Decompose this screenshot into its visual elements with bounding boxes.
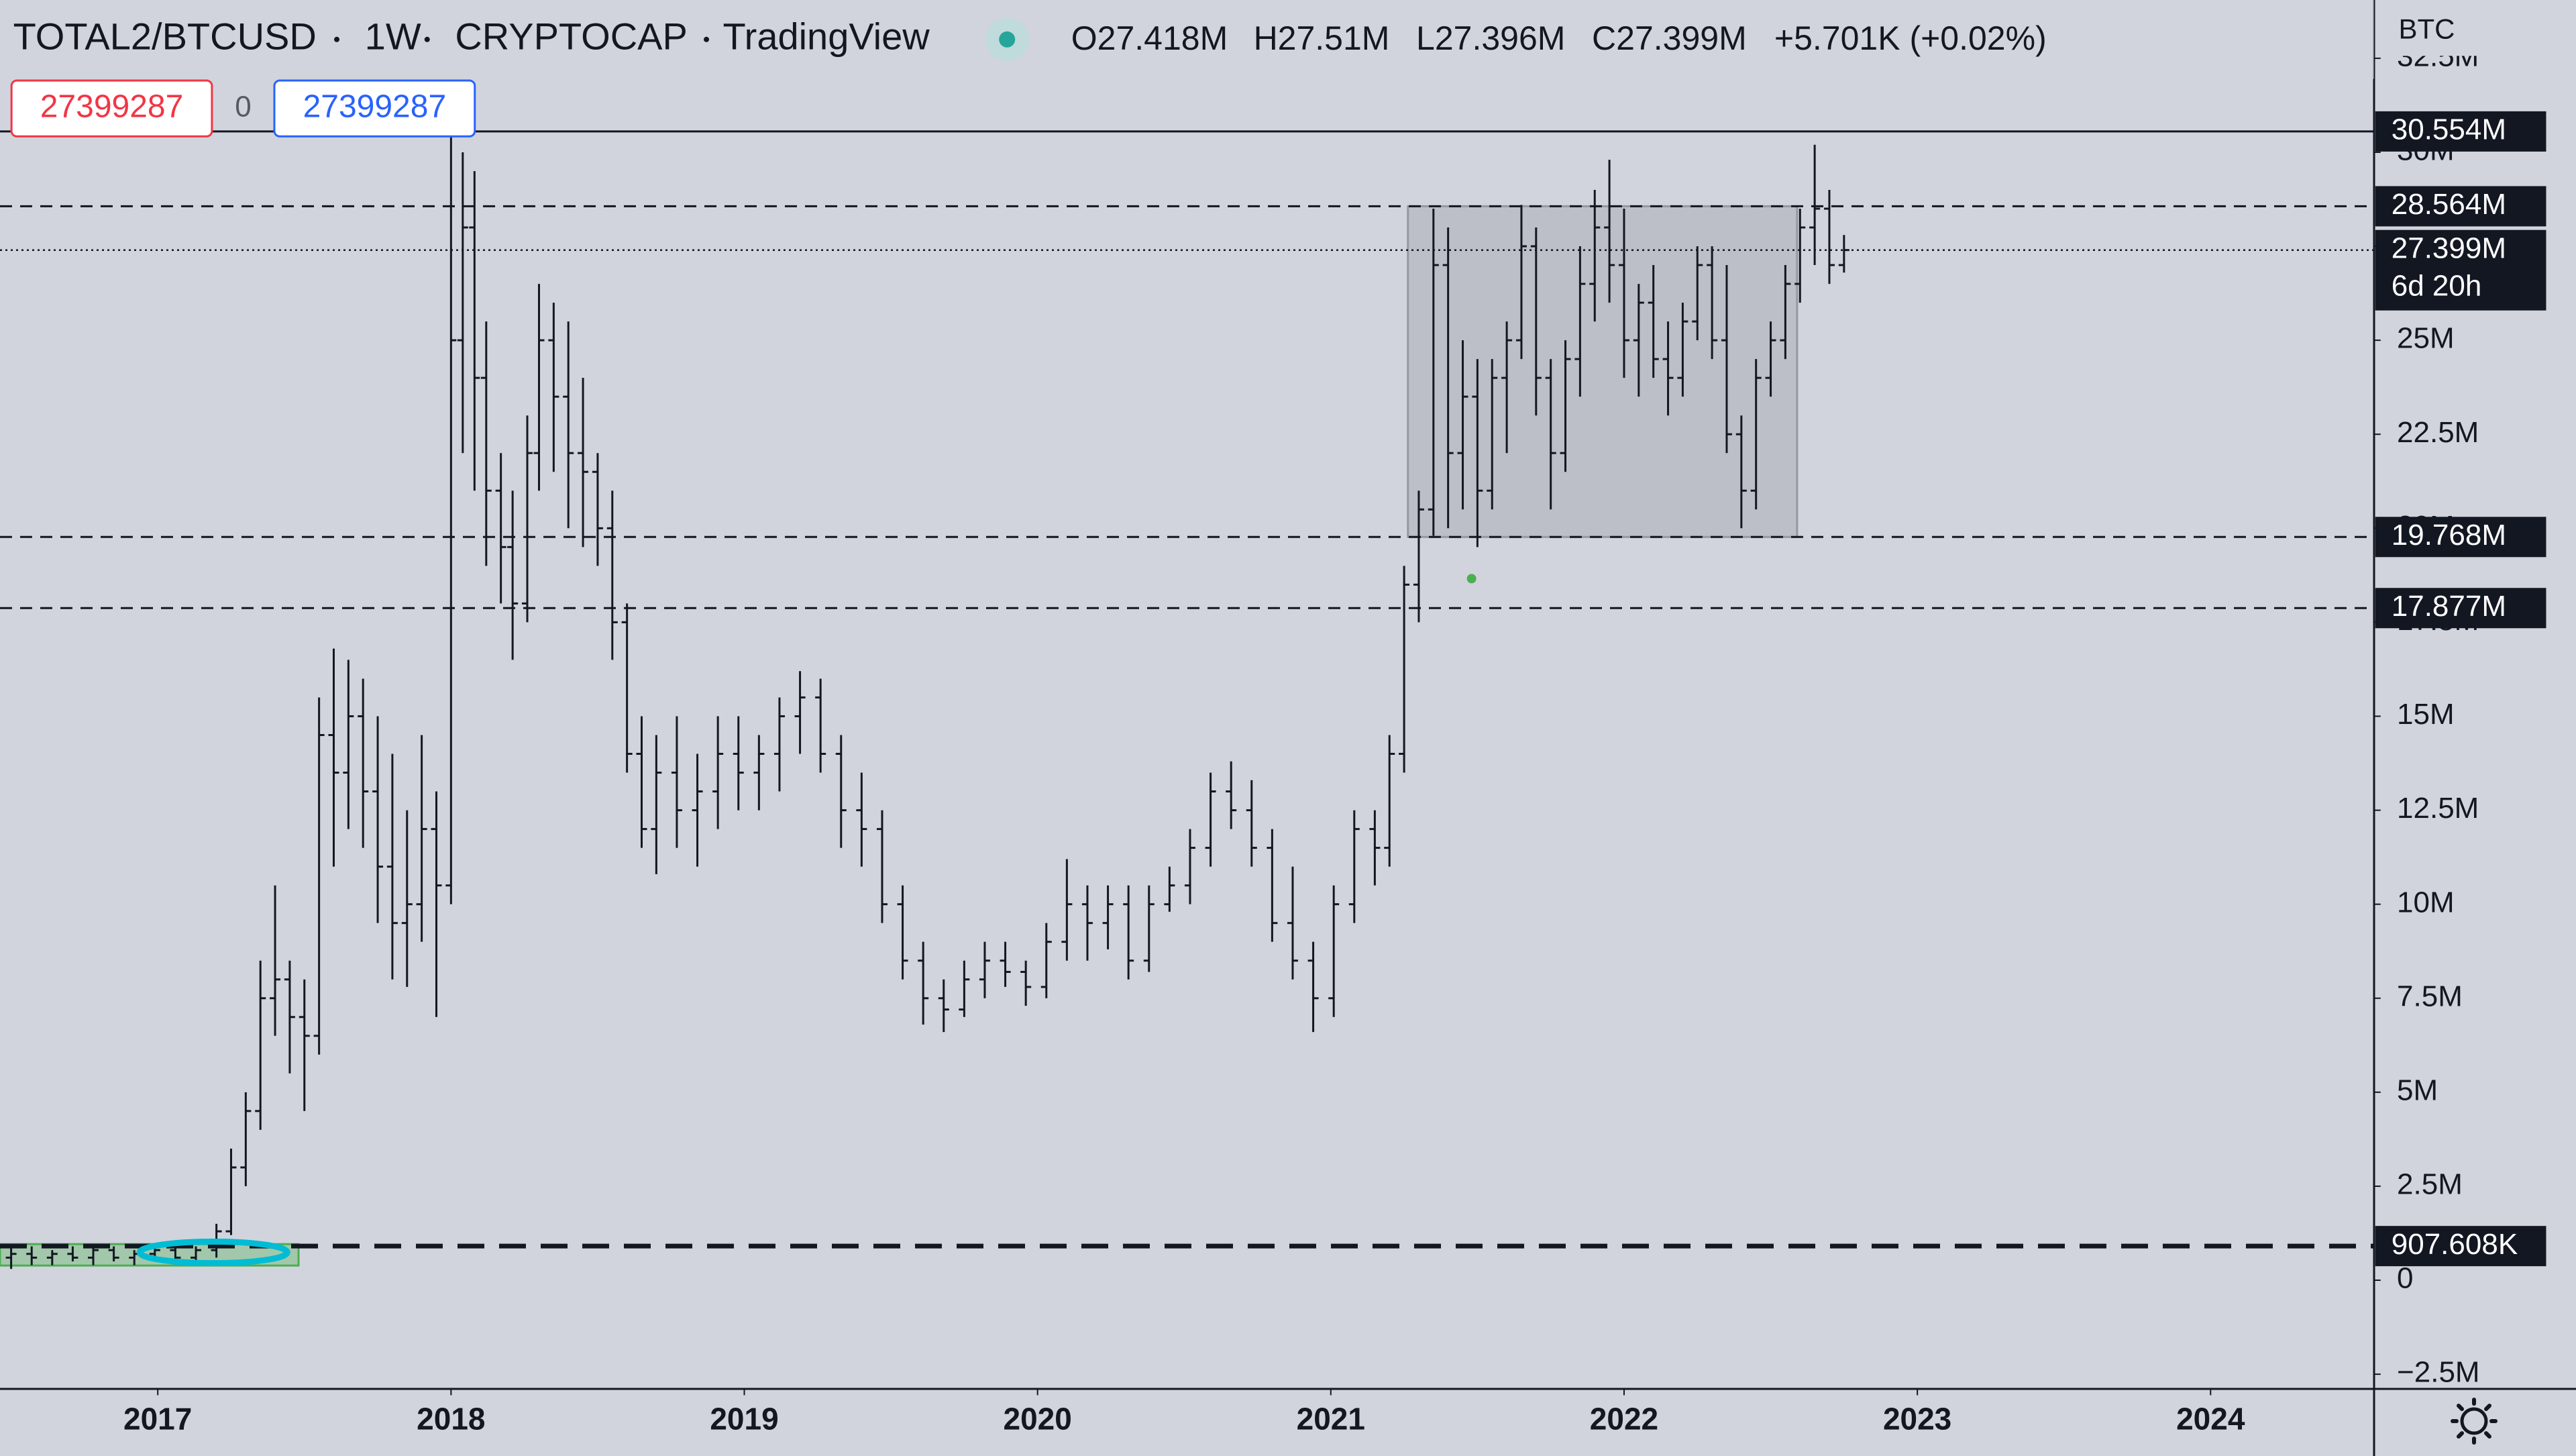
price-label-box [2375,229,2546,311]
ohlc-value: 27.399M [1616,19,1747,57]
buy-price: 27399287 [303,89,447,124]
spread: 0 [235,90,251,123]
price-label: 27.399M [2392,231,2506,264]
price-label: 28.564M [2392,188,2506,221]
ohlc-value: 27.418M [1097,19,1228,57]
price-label-box [2375,588,2546,629]
ohlc-key: O [1071,19,1097,57]
header-symbol: TOTAL2/BTCUSD [13,15,317,58]
y-tick-label: 5M [2397,1074,2438,1106]
ohlc-key: H [1254,19,1278,57]
price-label-box [2375,517,2546,558]
sell-box [10,79,213,138]
ohlc-item: O27.418M [1071,19,1228,57]
y-tick-label: 22.5M [2397,416,2479,449]
currency-label: BTC [2399,13,2455,45]
ohlc-item: H27.51M [1254,19,1390,57]
y-tick-label: 7.5M [2397,980,2463,1012]
x-tick-label: 2022 [1590,1402,1658,1437]
buy-box [273,79,476,138]
range-box [1407,205,1799,538]
header-bg [0,0,2374,79]
price-label: 30.554M [2392,113,2506,146]
settings-ring [2460,1407,2488,1435]
x-tick-label: 2018 [417,1402,485,1437]
y-tick-label: −2.5M [2397,1356,2480,1389]
countdown-label: 6d 20h [2392,269,2482,302]
x-tick-label: 2023 [1883,1402,1951,1437]
price-label: 17.877M [2392,590,2506,623]
signal-dot [1466,574,1477,584]
header-source: TradingView [723,15,930,58]
ohlc-item: L27.396M [1416,19,1565,57]
x-tick-label: 2020 [1003,1402,1071,1437]
y-tick-label: 10M [2397,886,2455,919]
ohlc-value: 27.396M [1435,19,1566,57]
header-change: +5.701K (+0.02%) [1774,19,2047,57]
highlight-ellipse [136,1239,290,1267]
price-label-box [2375,1226,2546,1267]
y-tick-label: 0 [2397,1262,2413,1295]
x-tick-label: 2024 [2176,1402,2245,1437]
x-tick-label: 2017 [123,1402,192,1437]
status-dot [999,31,1016,48]
y-tick-label: 12.5M [2397,792,2479,825]
plot-area [0,130,2374,1269]
ohlc-key: C [1592,19,1616,57]
ohlc-value: 27.51M [1278,19,1390,57]
ohlc-item: C27.399M [1592,19,1747,57]
settings-spokes [2451,1398,2498,1445]
header-exchange: CRYPTOCAP [455,15,687,58]
header-interval: 1W [365,15,421,58]
x-tick-label: 2019 [710,1402,778,1437]
header-separator [334,36,340,42]
settings-icon[interactable] [2451,1398,2498,1445]
currency-bg [2375,6,2524,56]
y-tick-label: 15M [2397,698,2455,731]
price-label: 19.768M [2392,519,2506,552]
x-tick-label: 2021 [1297,1402,1365,1437]
y-tick-label: 2.5M [2397,1168,2463,1201]
ohlc-key: L [1416,19,1435,57]
header-separator [424,36,430,42]
sell-price: 27399287 [40,89,184,124]
y-tick-label: 25M [2397,322,2455,355]
price-label-box [2375,111,2546,152]
price-label: 907.608K [2392,1228,2518,1261]
price-label-box [2375,186,2546,227]
header-separator [704,36,710,42]
